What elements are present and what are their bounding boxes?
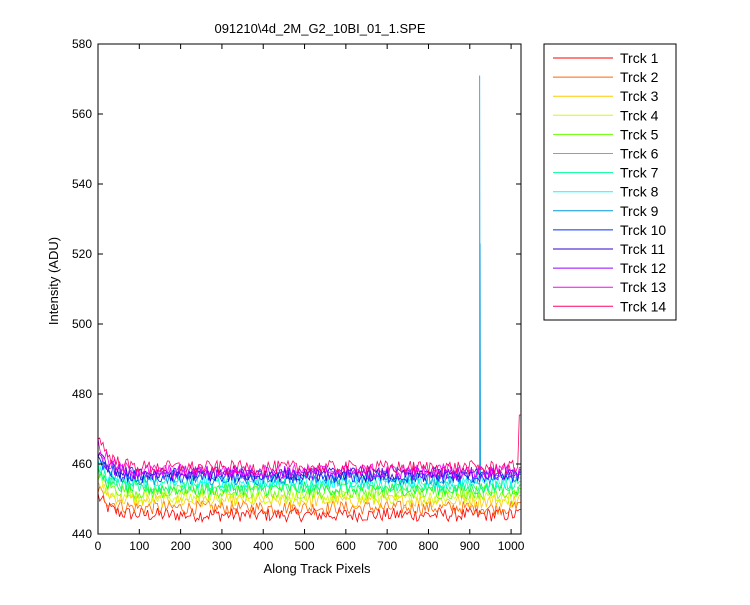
series-line-7 <box>97 463 521 494</box>
legend-label-13: Trck 13 <box>620 279 666 295</box>
legend-label-10: Trck 10 <box>620 222 666 238</box>
series-layer <box>97 75 521 524</box>
y-tick-label: 480 <box>72 387 92 401</box>
series-line-6 <box>97 464 521 497</box>
plot-area <box>98 44 521 534</box>
legend-label-12: Trck 12 <box>620 260 666 276</box>
y-tick-label: 540 <box>72 177 92 191</box>
y-tick-label: 520 <box>72 247 92 261</box>
legend-label-7: Trck 7 <box>620 165 659 181</box>
legend-label-1: Trck 1 <box>620 50 659 66</box>
x-tick-label: 500 <box>295 539 315 553</box>
legend-label-2: Trck 2 <box>620 69 659 85</box>
legend-label-5: Trck 5 <box>620 126 659 142</box>
y-tick-label: 560 <box>72 107 92 121</box>
x-tick-label: 1000 <box>498 539 525 553</box>
legend-label-14: Trck 14 <box>620 298 666 314</box>
legend-label-3: Trck 3 <box>620 88 659 104</box>
x-tick-label: 100 <box>129 539 149 553</box>
y-axis: 440 460 480 500 520 540 560 580 <box>72 37 521 541</box>
legend-label-4: Trck 4 <box>620 107 659 123</box>
legend-items: Trck 1 Trck 2 Trck 3 Trck 4 Trck 5 Trck 6 Trck… <box>553 50 666 314</box>
y-tick-label: 500 <box>72 317 92 331</box>
series-line-5 <box>97 472 521 501</box>
legend-label-11: Trck 11 <box>620 241 665 257</box>
x-tick-label: 200 <box>171 539 191 553</box>
x-tick-label: 700 <box>377 539 397 553</box>
x-axis-label: Along Track Pixels <box>264 561 371 576</box>
y-tick-label: 440 <box>72 527 92 541</box>
x-tick-label: 400 <box>253 539 273 553</box>
series-line-13 <box>97 438 521 480</box>
series-line-1 <box>97 493 521 524</box>
legend: Trck 1 Trck 2 Trck 3 Trck 4 Trck 5 Trck 6 Trck… <box>543 43 677 321</box>
y-axis-label: Intensity (ADU) <box>46 237 61 325</box>
chart-title: 091210\4d_2M_G2_10BI_01_1.SPE <box>214 21 425 36</box>
x-tick-label: 800 <box>418 539 438 553</box>
x-axis: 0 100 200 300 400 500 600 700 800 900 1000 <box>95 44 525 553</box>
legend-label-8: Trck 8 <box>620 184 659 200</box>
series-line-2 <box>97 485 521 516</box>
plot-frame <box>97 43 522 535</box>
x-tick-label: 300 <box>212 539 232 553</box>
y-tick-label: 460 <box>72 457 92 471</box>
legend-label-6: Trck 6 <box>620 146 659 162</box>
x-tick-label: 600 <box>336 539 356 553</box>
series-line-11 <box>97 451 521 483</box>
legend-box <box>543 43 677 321</box>
x-tick-label: 900 <box>460 539 480 553</box>
x-tick-label: 0 <box>95 539 102 553</box>
legend-label-9: Trck 9 <box>620 203 659 219</box>
series-line-14 <box>97 414 521 476</box>
y-tick-label: 580 <box>72 37 92 51</box>
